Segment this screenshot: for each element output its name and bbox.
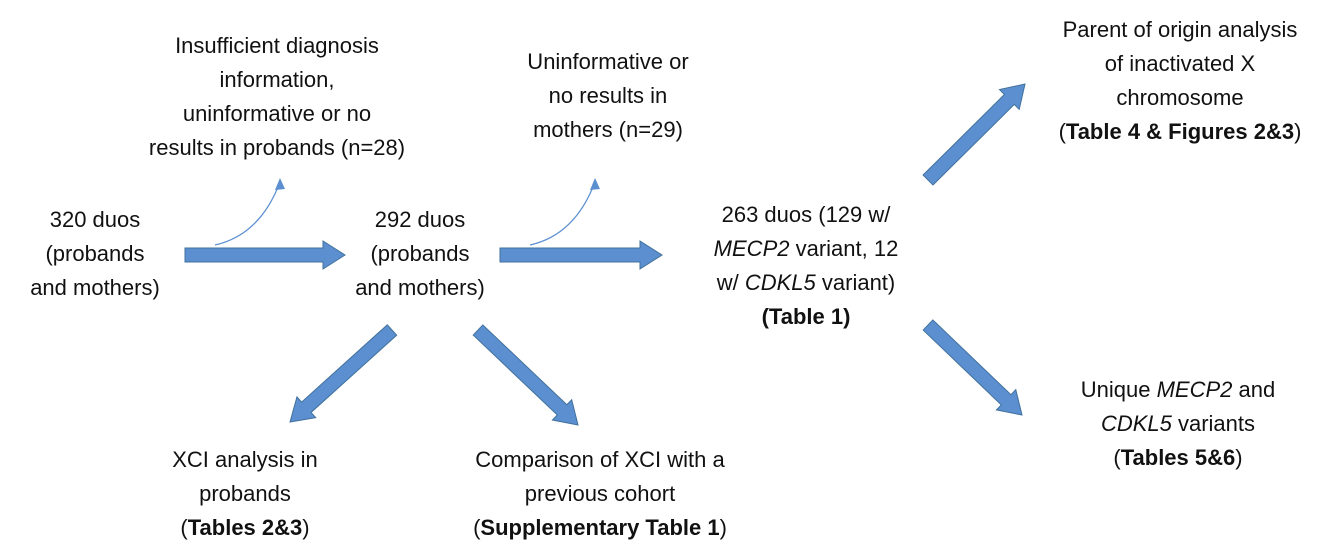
node: Comparison of XCI with a previous cohort … [473,447,727,540]
node: Uninformative or no results in mothers (n=… [527,49,689,142]
arrow [184,240,346,270]
arrow [289,324,398,423]
node: 263 duos (129 w/ MECP2 variant, 12 w/ CD… [713,202,899,329]
arrow [499,240,663,270]
thin-arrow [529,181,596,246]
node: 292 duos (probands and mothers) [355,207,485,300]
node: Insufficient diagnosis information, uninfo… [148,33,406,160]
node: Unique MECP2 and CDKL5 variants (Tables … [1080,377,1276,470]
arrow [922,319,1023,416]
node: Parent of origin analysis of inactivated … [1058,17,1302,144]
thin-arrow-head [590,178,600,190]
node: XCI analysis in probands (Tables 2&3) [172,447,318,540]
arrow [922,83,1026,186]
node: 320 duos (probands and mothers) [30,207,160,300]
thin-arrow-head [275,178,285,190]
arrow [472,324,579,426]
thin-arrow [214,181,281,246]
